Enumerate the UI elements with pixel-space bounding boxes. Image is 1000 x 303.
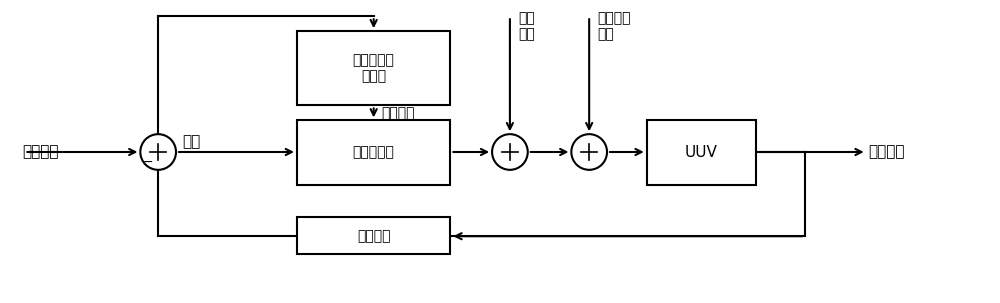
Circle shape: [140, 134, 176, 170]
Text: 载荷布放
扰动: 载荷布放 扰动: [597, 11, 631, 41]
Bar: [297, 120, 450, 185]
Text: −: −: [142, 156, 153, 169]
Text: 切换增益: 切换增益: [382, 106, 415, 120]
Bar: [647, 120, 756, 185]
Text: 检测装置: 检测装置: [357, 229, 390, 243]
Text: 自适应模糊
控制器: 自适应模糊 控制器: [353, 53, 395, 83]
Circle shape: [571, 134, 607, 170]
Text: 期望状态: 期望状态: [22, 145, 59, 159]
Bar: [297, 217, 450, 254]
Text: 实际状态: 实际状态: [869, 145, 905, 159]
Circle shape: [492, 134, 528, 170]
Text: UUV: UUV: [685, 145, 718, 160]
Text: 海流
干扰: 海流 干扰: [518, 11, 535, 41]
Text: 误差: 误差: [182, 135, 200, 150]
Bar: [297, 31, 450, 105]
Text: 滑模控制器: 滑模控制器: [353, 145, 395, 159]
